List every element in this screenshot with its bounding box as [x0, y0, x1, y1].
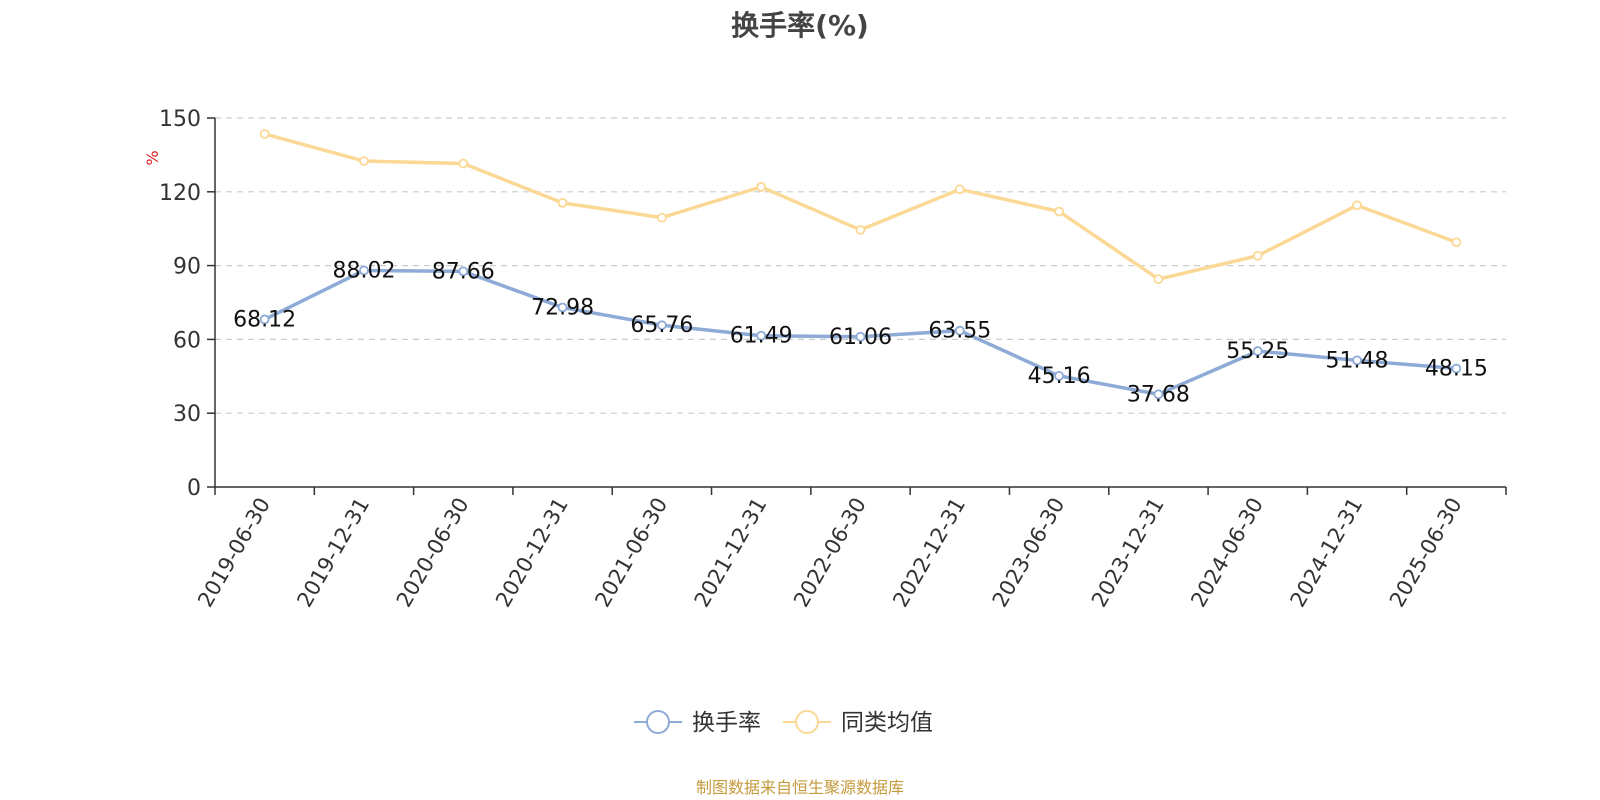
- data-point: [1451, 363, 1462, 374]
- x-tick-label: 2023-12-31: [1087, 494, 1169, 612]
- data-labels: 68.12 88.02 87.66 72.98 65.76 61.49 61.06 63.55…: [233, 258, 1488, 407]
- data-point: [1054, 206, 1065, 217]
- data-label: 51.48: [1326, 348, 1389, 373]
- data-point: [1451, 237, 1462, 248]
- x-tick-label: 2021-12-31: [690, 494, 772, 612]
- x-tick-label: 2024-06-30: [1186, 494, 1268, 612]
- x-tick-label: 2022-12-31: [888, 493, 970, 611]
- x-tick-label: 2020-12-31: [491, 494, 573, 612]
- data-point: [557, 302, 568, 313]
- y-axis-label: %: [143, 150, 162, 165]
- data-label: 61.49: [730, 324, 793, 349]
- data-point: [259, 129, 270, 139]
- data-point: [656, 320, 667, 331]
- data-label: 72.98: [531, 295, 594, 320]
- legend-item: 同类均值: [783, 710, 933, 736]
- series-line: [264, 132, 1457, 281]
- data-point: [756, 330, 767, 341]
- x-tick-label: 2023-06-30: [988, 494, 1070, 612]
- y-tick-label: 60: [173, 328, 201, 353]
- data-label: 48.15: [1425, 357, 1488, 382]
- data-point: [1252, 346, 1263, 356]
- data-point: [1352, 200, 1362, 211]
- y-tick-label: 120: [159, 181, 201, 206]
- data-point: [458, 266, 469, 277]
- x-tick-label: 2024-12-31: [1286, 494, 1368, 612]
- y-tick-label: 150: [159, 107, 201, 132]
- data-label: 63.55: [928, 319, 991, 344]
- source-footer: 制图数据来自恒生聚源数据库: [695, 778, 904, 797]
- data-point: [259, 314, 270, 325]
- data-point: [855, 331, 866, 342]
- legend-marker: [646, 710, 670, 734]
- data-label: 87.66: [432, 259, 495, 284]
- x-tick-label: 2022-06-30: [789, 494, 871, 612]
- legend-label: 换手率: [692, 710, 761, 736]
- data-point: [954, 184, 965, 195]
- data-point: [1153, 274, 1164, 285]
- x-tick-label: 2025-06-30: [1385, 494, 1467, 612]
- legend-item: 换手率: [634, 710, 761, 736]
- data-label: 88.02: [332, 258, 395, 283]
- data-label: 68.12: [233, 307, 296, 332]
- data-point: [359, 156, 369, 166]
- data-point: [1054, 371, 1065, 381]
- data-point: [458, 158, 469, 169]
- data-point: [557, 197, 568, 208]
- data-point: [1153, 389, 1164, 400]
- data-label: 61.06: [829, 325, 892, 350]
- legend-label: 同类均值: [841, 710, 933, 736]
- data-point: [359, 265, 369, 276]
- series-layer: [259, 129, 1462, 400]
- data-point: [1252, 250, 1263, 261]
- legend: 换手率 同类均值: [634, 710, 933, 736]
- axes: 0 30 60 90 120 150% 2019-06-30 2019-12-31 2020-0…: [143, 107, 1507, 612]
- data-label: 55.25: [1226, 339, 1289, 364]
- x-tick-label: 2019-06-30: [193, 494, 275, 612]
- legend-marker: [795, 710, 819, 734]
- y-tick-label: 0: [187, 476, 201, 501]
- data-point: [954, 325, 965, 336]
- y-tick-label: 90: [173, 255, 201, 280]
- data-point: [855, 225, 866, 235]
- chart-title: 换手率(%): [731, 9, 869, 42]
- x-tick-label: 2021-06-30: [590, 494, 672, 612]
- data-point: [656, 212, 667, 223]
- data-label: 37.68: [1127, 382, 1190, 407]
- data-point: [756, 181, 767, 192]
- data-label: 65.76: [630, 313, 693, 338]
- data-label: 45.16: [1028, 364, 1091, 389]
- data-point: [1352, 355, 1362, 366]
- x-tick-label: 2020-06-30: [392, 494, 474, 612]
- x-tick-label: 2019-12-31: [292, 494, 374, 612]
- y-tick-label: 30: [173, 402, 201, 427]
